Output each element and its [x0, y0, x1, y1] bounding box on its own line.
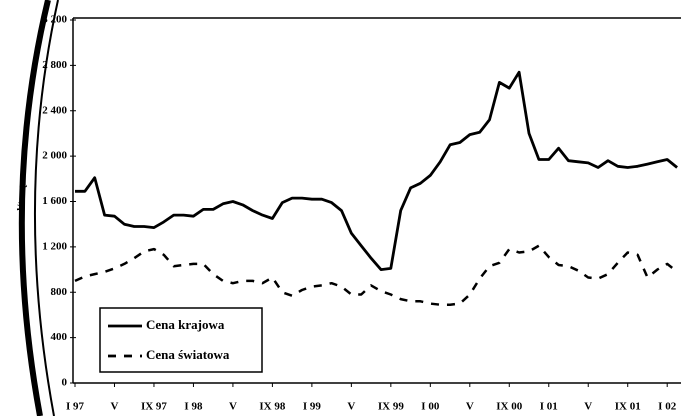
series-line [74, 244, 678, 306]
legend-label: Cena krajowa [146, 317, 225, 332]
legend-label: Cena światowa [146, 347, 230, 362]
series-line [75, 70, 678, 271]
page-curl [33, 0, 59, 416]
y-tick-label: 400 [51, 331, 68, 343]
x-tick-label: I 98 [184, 401, 203, 413]
x-tick-label: I 01 [540, 401, 558, 413]
x-tick-label: I 00 [421, 401, 440, 413]
y-axis-label: zł/tonę [16, 184, 28, 215]
x-tick-label: V [111, 401, 119, 413]
y-tick-label: 2 400 [42, 104, 67, 116]
y-tick-label: 1 600 [42, 195, 67, 207]
x-tick-label: I 99 [303, 401, 322, 413]
x-tick-label: IX 98 [259, 401, 285, 413]
x-tick-label: V [347, 401, 355, 413]
x-tick-label: V [584, 401, 592, 413]
x-tick-label: I 02 [658, 401, 677, 413]
x-tick-label: IX 01 [615, 401, 641, 413]
x-tick-label: IX 00 [496, 401, 522, 413]
x-tick-label: V [466, 401, 474, 413]
y-tick-label: 3 200 [42, 14, 67, 26]
y-tick-label: 1 200 [42, 240, 67, 252]
x-tick-label: IX 97 [141, 401, 167, 413]
x-tick-label: V [229, 401, 237, 413]
y-tick-label: 800 [51, 286, 68, 298]
x-tick-label: I 97 [66, 401, 85, 413]
page-curl [18, 0, 51, 416]
y-tick-label: 0 [62, 377, 68, 389]
x-tick-label: IX 99 [378, 401, 404, 413]
legend-box [99, 307, 263, 373]
y-tick-label: 2 000 [42, 150, 67, 162]
y-tick-label: 2 800 [42, 59, 67, 71]
